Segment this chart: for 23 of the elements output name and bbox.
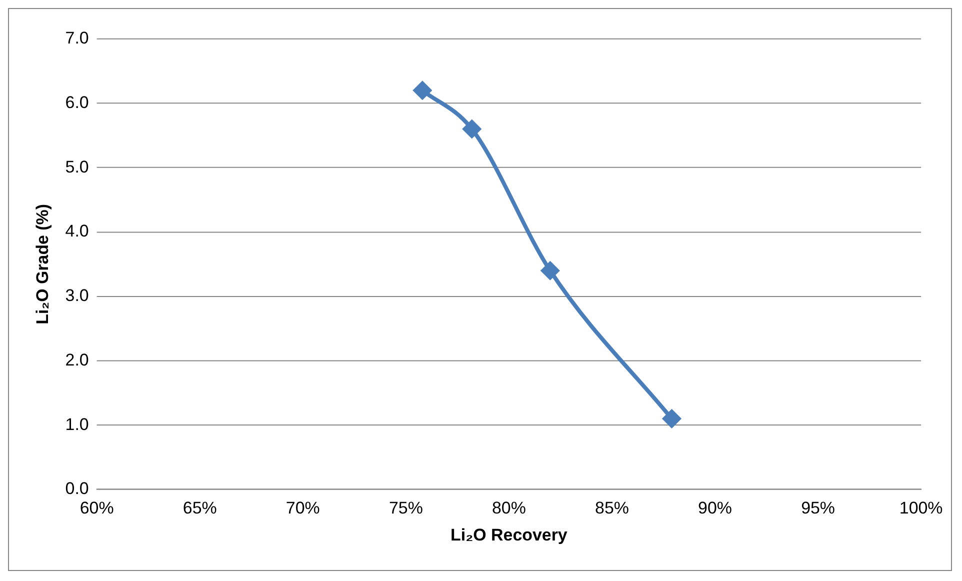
y-tick-label: 7.0 bbox=[65, 28, 89, 48]
x-tick-label: 75% bbox=[388, 498, 423, 518]
y-tick-label: 3.0 bbox=[65, 286, 89, 306]
y-tick-label: 5.0 bbox=[65, 157, 89, 176]
x-tick-label: 65% bbox=[182, 498, 217, 518]
y-tick-label: 6.0 bbox=[65, 92, 89, 112]
x-tick-label: 85% bbox=[595, 498, 629, 518]
y-tick-label: 4.0 bbox=[65, 222, 89, 241]
point bbox=[462, 120, 481, 138]
y-axis-title: Li₂O Grade (%) bbox=[32, 204, 52, 324]
x-axis-title: Li₂O Recovery bbox=[450, 526, 568, 545]
x-tick-label: 100% bbox=[899, 498, 943, 518]
point bbox=[413, 81, 432, 100]
y-tick-label: 0.0 bbox=[65, 479, 89, 498]
point bbox=[541, 262, 560, 280]
x-tick-label: 90% bbox=[698, 498, 732, 518]
x-tick-label: 80% bbox=[492, 498, 526, 518]
y-tick-label: 1.0 bbox=[65, 414, 89, 434]
x-tick-label: 60% bbox=[80, 498, 114, 518]
point bbox=[662, 410, 681, 428]
x-tick-label: 70% bbox=[286, 498, 320, 518]
y-tick-label: 2.0 bbox=[65, 350, 89, 370]
x-tick-label: 95% bbox=[801, 498, 835, 518]
